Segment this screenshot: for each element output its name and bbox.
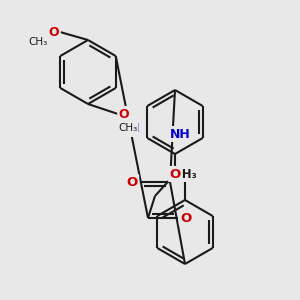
Text: O: O xyxy=(49,26,59,38)
Text: O: O xyxy=(126,176,138,188)
Text: CH₃: CH₃ xyxy=(28,37,48,47)
Text: O: O xyxy=(169,167,181,181)
Text: NH: NH xyxy=(119,122,140,136)
Text: CH₃: CH₃ xyxy=(118,123,138,133)
Text: NH: NH xyxy=(170,128,191,140)
Text: O: O xyxy=(180,212,192,224)
Text: O: O xyxy=(119,107,129,121)
Text: CH₃: CH₃ xyxy=(173,167,197,181)
